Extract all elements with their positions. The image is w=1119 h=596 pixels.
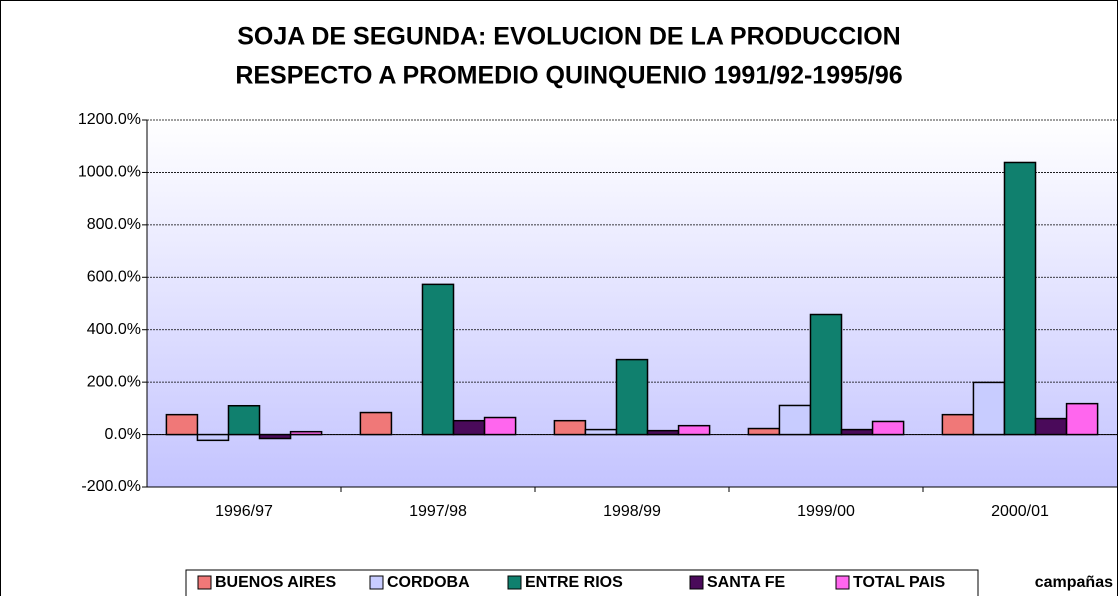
bar [615, 358, 649, 436]
bar [421, 283, 455, 436]
bar [1003, 161, 1037, 436]
x-tick-label: 2000/01 [991, 503, 1049, 520]
y-tick-label: 0.0% [105, 426, 141, 443]
legend-swatch [369, 575, 384, 590]
bar [359, 411, 393, 436]
y-tick-label: 800.0% [87, 216, 141, 233]
bar [840, 428, 874, 436]
x-tick-label: 1997/98 [409, 503, 467, 520]
bar [553, 419, 587, 436]
y-tick-label: 600.0% [87, 269, 141, 286]
bar [871, 420, 905, 436]
bar [677, 424, 711, 436]
x-tick-label: 1996/97 [215, 503, 273, 520]
x-tick-label: 1999/00 [797, 503, 855, 520]
bar [646, 429, 680, 436]
bar [289, 430, 323, 436]
bar [1034, 417, 1068, 436]
chart-title: SOJA DE SEGUNDA: EVOLUCION DE LA PRODUCC… [237, 23, 900, 51]
legend-swatch [835, 575, 850, 590]
legend-label: SANTA FE [707, 574, 786, 591]
legend-swatch [507, 575, 522, 590]
y-tick-label: 200.0% [87, 373, 141, 390]
bar [196, 433, 230, 442]
x-tick-label: 1998/99 [603, 503, 661, 520]
chart-title: RESPECTO A PROMEDIO QUINQUENIO 1991/92-1… [235, 62, 902, 90]
legend-label: BUENOS AIRES [215, 574, 337, 591]
legend-label: CORDOBA [387, 574, 470, 591]
legend-label: TOTAL PAIS [853, 574, 945, 591]
bar [584, 428, 618, 436]
bar [747, 427, 781, 436]
y-tick-label: -200.0% [81, 478, 141, 495]
bar [972, 381, 1006, 436]
bar [941, 413, 975, 436]
legend-swatch [689, 575, 704, 590]
y-tick-label: 1200.0% [78, 111, 141, 128]
legend-box [185, 569, 979, 596]
bar [227, 404, 261, 436]
bar [1065, 402, 1099, 436]
y-tick-label: 400.0% [87, 321, 141, 338]
bar [809, 313, 843, 436]
bar [778, 404, 812, 436]
x-axis-label: campañas [1035, 574, 1113, 591]
bar [165, 413, 199, 436]
y-tick-label: 1000.0% [78, 164, 141, 181]
legend-swatch [197, 575, 212, 590]
legend-label: ENTRE RIOS [525, 574, 623, 591]
bar [452, 419, 486, 436]
bar [258, 433, 292, 440]
bar [483, 416, 517, 436]
